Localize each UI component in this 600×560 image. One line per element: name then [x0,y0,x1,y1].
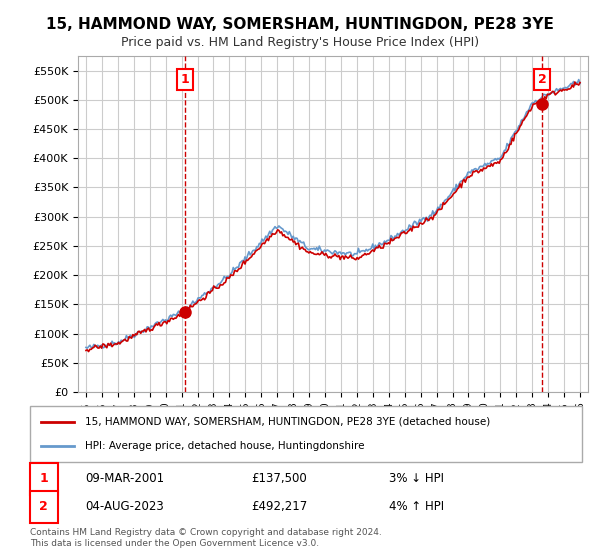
Text: Contains HM Land Registry data © Crown copyright and database right 2024.
This d: Contains HM Land Registry data © Crown c… [30,528,382,548]
Text: 04-AUG-2023: 04-AUG-2023 [85,500,164,513]
Text: 15, HAMMOND WAY, SOMERSHAM, HUNTINGDON, PE28 3YE (detached house): 15, HAMMOND WAY, SOMERSHAM, HUNTINGDON, … [85,417,490,427]
FancyBboxPatch shape [30,491,58,523]
Text: 1: 1 [40,472,48,485]
Text: 2: 2 [538,73,547,86]
Text: 1: 1 [181,73,189,86]
Text: £492,217: £492,217 [251,500,307,513]
Text: 09-MAR-2001: 09-MAR-2001 [85,472,164,485]
Text: £137,500: £137,500 [251,472,307,485]
FancyBboxPatch shape [30,406,582,462]
Text: 15, HAMMOND WAY, SOMERSHAM, HUNTINGDON, PE28 3YE: 15, HAMMOND WAY, SOMERSHAM, HUNTINGDON, … [46,17,554,32]
FancyBboxPatch shape [30,463,58,495]
Text: Price paid vs. HM Land Registry's House Price Index (HPI): Price paid vs. HM Land Registry's House … [121,36,479,49]
Text: HPI: Average price, detached house, Huntingdonshire: HPI: Average price, detached house, Hunt… [85,441,365,451]
Text: 2: 2 [40,500,48,513]
Text: 3% ↓ HPI: 3% ↓ HPI [389,472,444,485]
Text: 4% ↑ HPI: 4% ↑ HPI [389,500,444,513]
